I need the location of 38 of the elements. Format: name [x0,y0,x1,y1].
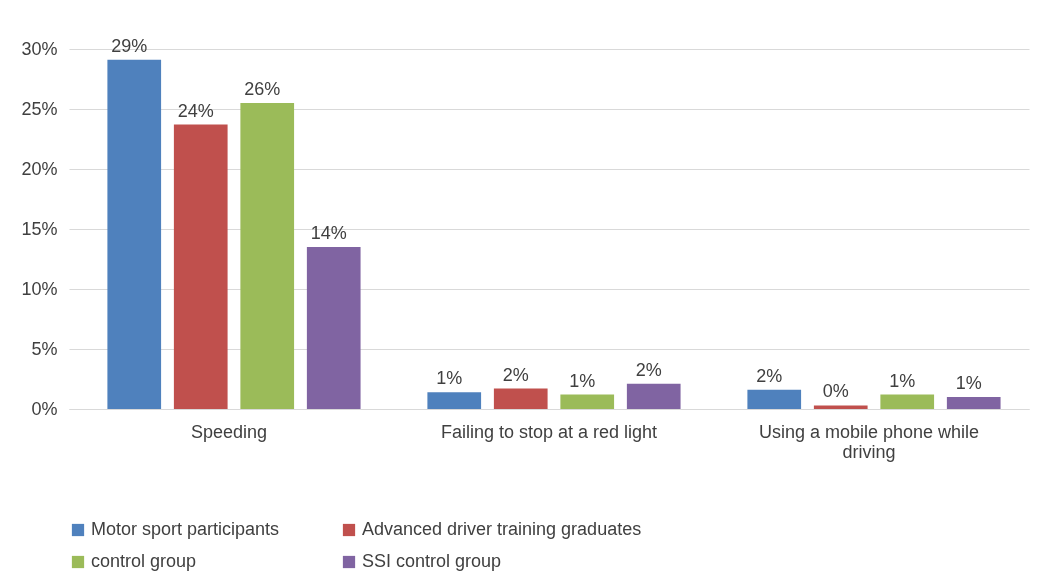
x-tick-label: Using a mobile phone while driving [758,421,980,462]
legend-label: Motor sport participants [91,519,280,539]
bar [107,59,162,409]
x-tick-label: Speeding [190,421,268,442]
data-label: 0% [822,381,849,402]
bar [306,247,361,409]
legend-label: control group [91,551,197,571]
legend-label: Advanced driver training graduates [362,519,642,539]
y-tick-label: 25% [21,98,58,119]
y-tick-label: 5% [31,338,58,359]
bar [173,124,228,409]
data-label: 2% [635,359,662,380]
data-label: 1% [436,368,463,389]
bar [880,394,935,409]
data-label: 1% [889,370,916,391]
data-label: 26% [244,79,281,99]
y-tick-label: 20% [21,158,58,179]
data-label: 24% [177,100,214,121]
bar [240,103,295,409]
data-label: 14% [310,223,347,243]
data-label: 29% [111,35,148,56]
y-tick-label: 15% [21,218,58,239]
bar [626,383,681,409]
y-tick-label: 30% [21,38,58,59]
y-tick-label: 10% [21,278,58,299]
data-label: 1% [569,370,596,391]
y-tick-label: 0% [31,398,58,419]
legend-label: SSI control group [362,551,502,571]
bar [813,405,868,409]
data-label: 2% [756,365,783,386]
bar [493,388,548,409]
bar [560,394,615,409]
bar [747,389,802,409]
data-label: 1% [955,373,982,393]
data-label: 2% [502,364,529,385]
bar [427,392,482,409]
x-tick-label: Failing to stop at a red light [440,421,658,442]
bar [946,397,1001,409]
